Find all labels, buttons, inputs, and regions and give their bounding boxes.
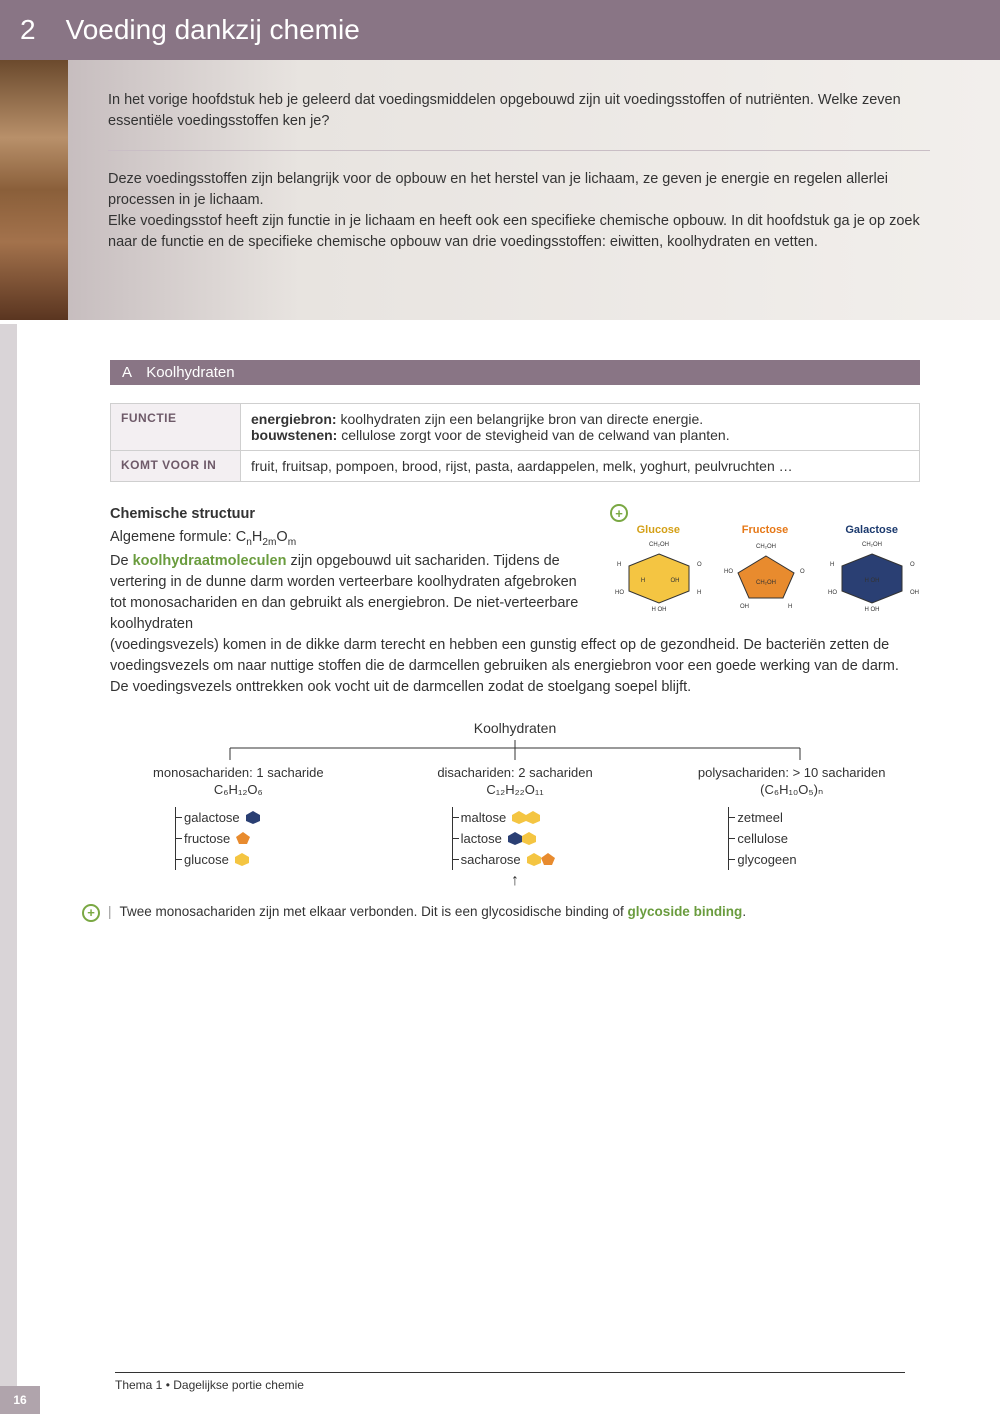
row-label: KOMT VOOR IN xyxy=(111,451,241,482)
glucose-structure-icon: CH₂OH O H H OH HO H OH H xyxy=(611,536,706,611)
svg-text:CH₂OH: CH₂OH xyxy=(756,544,776,550)
info-table: FUNCTIE energiebron: koolhydraten zijn e… xyxy=(110,403,920,482)
tree-connector-icon xyxy=(110,740,920,762)
intro-divider xyxy=(108,150,930,151)
intro-p3: Elke voedingsstof heeft zijn functie in … xyxy=(108,211,930,253)
list-item: zetmeel xyxy=(728,807,920,828)
highlight-term: glycoside binding xyxy=(628,904,743,919)
tree-columns: monosachariden: 1 sacharide C₆H₁₂O₆ gala… xyxy=(110,765,920,890)
tree-col-di: disachariden: 2 sachariden C₁₂H₂₂O₁₁ mal… xyxy=(387,765,644,890)
footnote: + | Twee monosachariden zijn met elkaar … xyxy=(82,904,920,922)
di-icon xyxy=(511,810,541,824)
intro-text: In het vorige hoofdstuk heb je geleerd d… xyxy=(68,60,1000,320)
structure-formula: Algemene formule: CnH2mOm xyxy=(110,527,595,551)
intro-p2: Deze voedingsstoffen zijn belangrijk voo… xyxy=(108,169,930,211)
chapter-header: 2 Voeding dankzij chemie xyxy=(0,0,1000,60)
di-icon xyxy=(507,831,537,845)
page-number: 16 xyxy=(0,1386,40,1414)
chapter-number: 2 xyxy=(20,14,36,46)
section-header: A Koolhydraten xyxy=(110,360,920,385)
svg-text:H OH: H OH xyxy=(865,607,880,611)
svg-text:H: H xyxy=(830,562,834,568)
svg-text:CH₂OH: CH₂OH xyxy=(862,542,882,548)
arrow-up-icon: ↑ xyxy=(387,872,644,890)
svg-text:H OH: H OH xyxy=(651,607,666,611)
svg-text:HO: HO xyxy=(724,569,733,575)
galactose-structure-icon: CH₂OH O OH H OH HO H H OH xyxy=(824,536,919,611)
svg-text:CH₂OH: CH₂OH xyxy=(756,580,776,586)
structure-block: Chemische structuur Algemene formule: Cn… xyxy=(110,504,920,635)
svg-text:OH: OH xyxy=(910,590,919,596)
page-sidebar xyxy=(0,324,17,1414)
list-item: sacharose xyxy=(452,849,644,870)
section-letter: A xyxy=(122,364,132,381)
fructose-block: Fructose CH₂OH O H OH HO CH₂OH xyxy=(717,524,814,616)
sugar-row: Glucose CH₂OH O H H OH HO H OH H Fructo xyxy=(610,524,920,616)
list-item: galactose xyxy=(175,807,367,828)
row-content: fruit, fruitsap, pompoen, brood, rijst, … xyxy=(241,451,920,482)
fructose-structure-icon: CH₂OH O H OH HO CH₂OH xyxy=(718,536,813,611)
svg-text:H: H xyxy=(697,590,701,596)
structure-heading: Chemische structuur xyxy=(110,504,595,525)
list-item: lactose xyxy=(452,828,644,849)
tree-col-poly: polysachariden: > 10 sachariden (C₆H₁₀O₅… xyxy=(663,765,920,890)
intro-block: In het vorige hoofdstuk heb je geleerd d… xyxy=(0,60,1000,320)
svg-text:H OH: H OH xyxy=(865,578,880,584)
intro-photo xyxy=(0,60,68,320)
row-content: energiebron: koolhydraten zijn een belan… xyxy=(241,404,920,451)
svg-text:OH: OH xyxy=(740,604,749,610)
main-content: A Koolhydraten FUNCTIE energiebron: kool… xyxy=(0,320,1000,922)
svg-text:OH: OH xyxy=(670,578,679,584)
hexagon-icon xyxy=(245,810,261,824)
svg-text:H: H xyxy=(788,604,792,610)
list-item: glycogeen xyxy=(728,849,920,870)
svg-text:HO: HO xyxy=(828,590,837,596)
svg-text:O: O xyxy=(910,562,915,568)
structure-p2: (voedingsvezels) komen in de dikke darm … xyxy=(110,635,920,698)
pentagon-icon xyxy=(235,831,251,845)
glucose-block: Glucose CH₂OH O H H OH HO H OH H xyxy=(610,524,707,616)
table-row: FUNCTIE energiebron: koolhydraten zijn e… xyxy=(111,404,920,451)
structure-text: Chemische structuur Algemene formule: Cn… xyxy=(110,504,595,635)
footer-line: Thema 1 • Dagelijkse portie chemie xyxy=(115,1372,905,1392)
svg-text:CH₂OH: CH₂OH xyxy=(649,542,669,548)
svg-text:H: H xyxy=(641,578,645,584)
hexagon-icon xyxy=(234,852,250,866)
highlight-term: koolhydraatmoleculen xyxy=(133,553,287,569)
tree-title: Koolhydraten xyxy=(110,720,920,736)
chapter-title: Voeding dankzij chemie xyxy=(66,14,360,46)
svg-text:HO: HO xyxy=(615,590,624,596)
list-item: maltose xyxy=(452,807,644,828)
carb-tree: Koolhydraten monosachariden: 1 sacharide… xyxy=(110,720,920,890)
svg-text:O: O xyxy=(697,562,702,568)
di-icon xyxy=(526,852,556,866)
list-item: fructose xyxy=(175,828,367,849)
svg-text:O: O xyxy=(800,569,805,575)
plus-icon: + xyxy=(82,904,100,922)
galactose-block: Galactose CH₂OH O OH H OH HO H H OH xyxy=(823,524,920,616)
list-item: glucose xyxy=(175,849,367,870)
tree-col-mono: monosachariden: 1 sacharide C₆H₁₂O₆ gala… xyxy=(110,765,367,890)
table-row: KOMT VOOR IN fruit, fruitsap, pompoen, b… xyxy=(111,451,920,482)
sugar-figure: + Glucose CH₂OH O H H OH HO H OH H xyxy=(610,504,920,616)
intro-p1: In het vorige hoofdstuk heb je geleerd d… xyxy=(108,90,930,132)
section-title: Koolhydraten xyxy=(146,364,234,381)
row-label: FUNCTIE xyxy=(111,404,241,451)
list-item: cellulose xyxy=(728,828,920,849)
svg-text:H: H xyxy=(617,562,621,568)
plus-icon: + xyxy=(610,504,628,522)
